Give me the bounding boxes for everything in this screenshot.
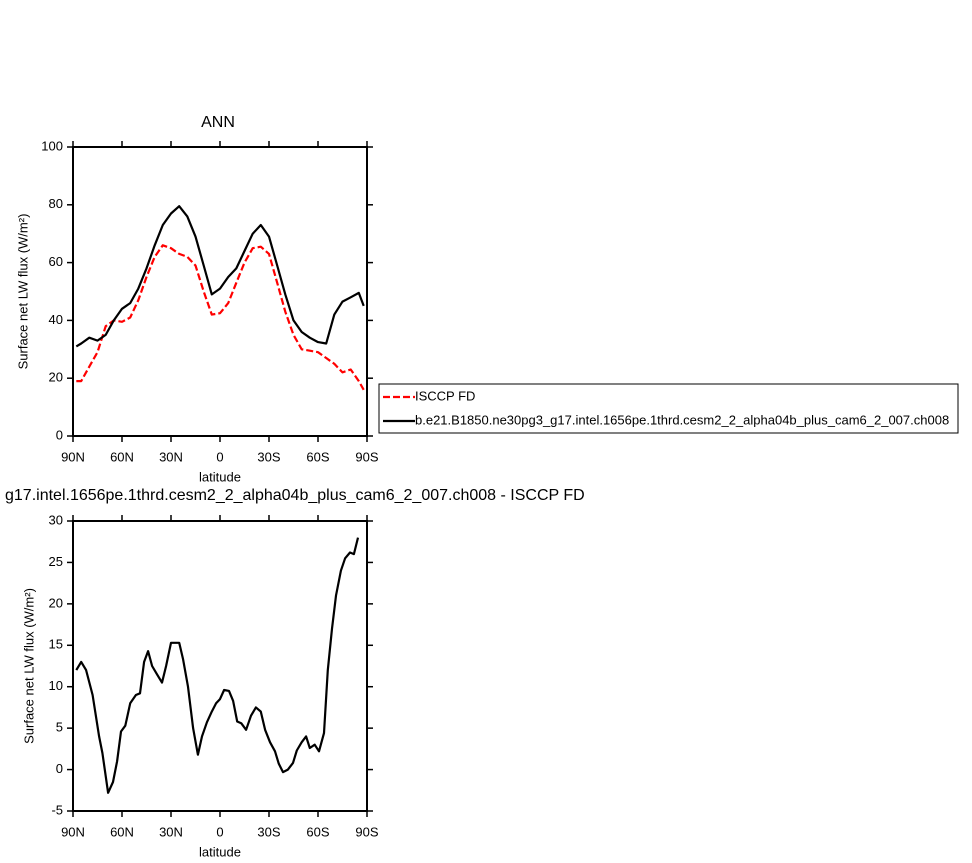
x-tick-label: 60S — [306, 449, 329, 464]
y-tick-label: 40 — [49, 312, 63, 327]
x-axis-label: latitude — [199, 469, 241, 484]
y-tick-label: 30 — [49, 512, 63, 527]
y-tick-label: -5 — [51, 802, 63, 817]
data-line — [75, 205, 365, 348]
legend-label: b.e21.B1850.ne30pg3_g17.intel.1656pe.1th… — [415, 412, 949, 427]
plot-frame — [72, 520, 368, 812]
x-tick-label: 90S — [355, 824, 378, 839]
x-tick-label: 90N — [61, 449, 85, 464]
x-tick-label: 60N — [110, 449, 134, 464]
y-tick-label: 15 — [49, 637, 63, 652]
y-tick-label: 20 — [49, 370, 63, 385]
chart-title: ANN — [201, 114, 235, 131]
y-tick-label: 100 — [41, 138, 63, 153]
y-tick-label: 25 — [49, 554, 63, 569]
plot-frame — [72, 146, 368, 437]
x-tick-label: 30N — [159, 824, 183, 839]
x-tick-label: 90N — [61, 824, 85, 839]
y-tick-label: 0 — [56, 761, 63, 776]
x-axis-label: latitude — [199, 844, 241, 859]
legend-box — [378, 383, 959, 434]
x-tick-label: 30N — [159, 449, 183, 464]
data-line — [76, 244, 365, 391]
x-tick-label: 30S — [257, 449, 280, 464]
x-tick-label: 30S — [257, 824, 280, 839]
legend-label: ISCCP FD — [415, 388, 475, 403]
x-tick-label: 0 — [216, 824, 223, 839]
x-tick-label: 60N — [110, 824, 134, 839]
x-tick-label: 0 — [216, 449, 223, 464]
x-tick-label: 60S — [306, 824, 329, 839]
y-tick-label: 60 — [49, 254, 63, 269]
x-tick-label: 90S — [355, 449, 378, 464]
y-tick-label: 10 — [49, 678, 63, 693]
data-line — [75, 537, 360, 794]
y-tick-label: 0 — [56, 427, 63, 442]
y-axis-label: Surface net LW flux (W/m²) — [21, 588, 36, 744]
y-tick-label: 20 — [49, 595, 63, 610]
y-tick-label: 80 — [49, 196, 63, 211]
legend: ISCCP FD b.e21.B1850.ne30pg3_g17.intel.16… — [378, 383, 959, 434]
y-axis-label: Surface net LW flux (W/m²) — [15, 214, 30, 370]
y-tick-label: 5 — [56, 720, 63, 735]
chart-title: g17.intel.1656pe.1thrd.cesm2_2_alpha04b_… — [5, 487, 585, 504]
